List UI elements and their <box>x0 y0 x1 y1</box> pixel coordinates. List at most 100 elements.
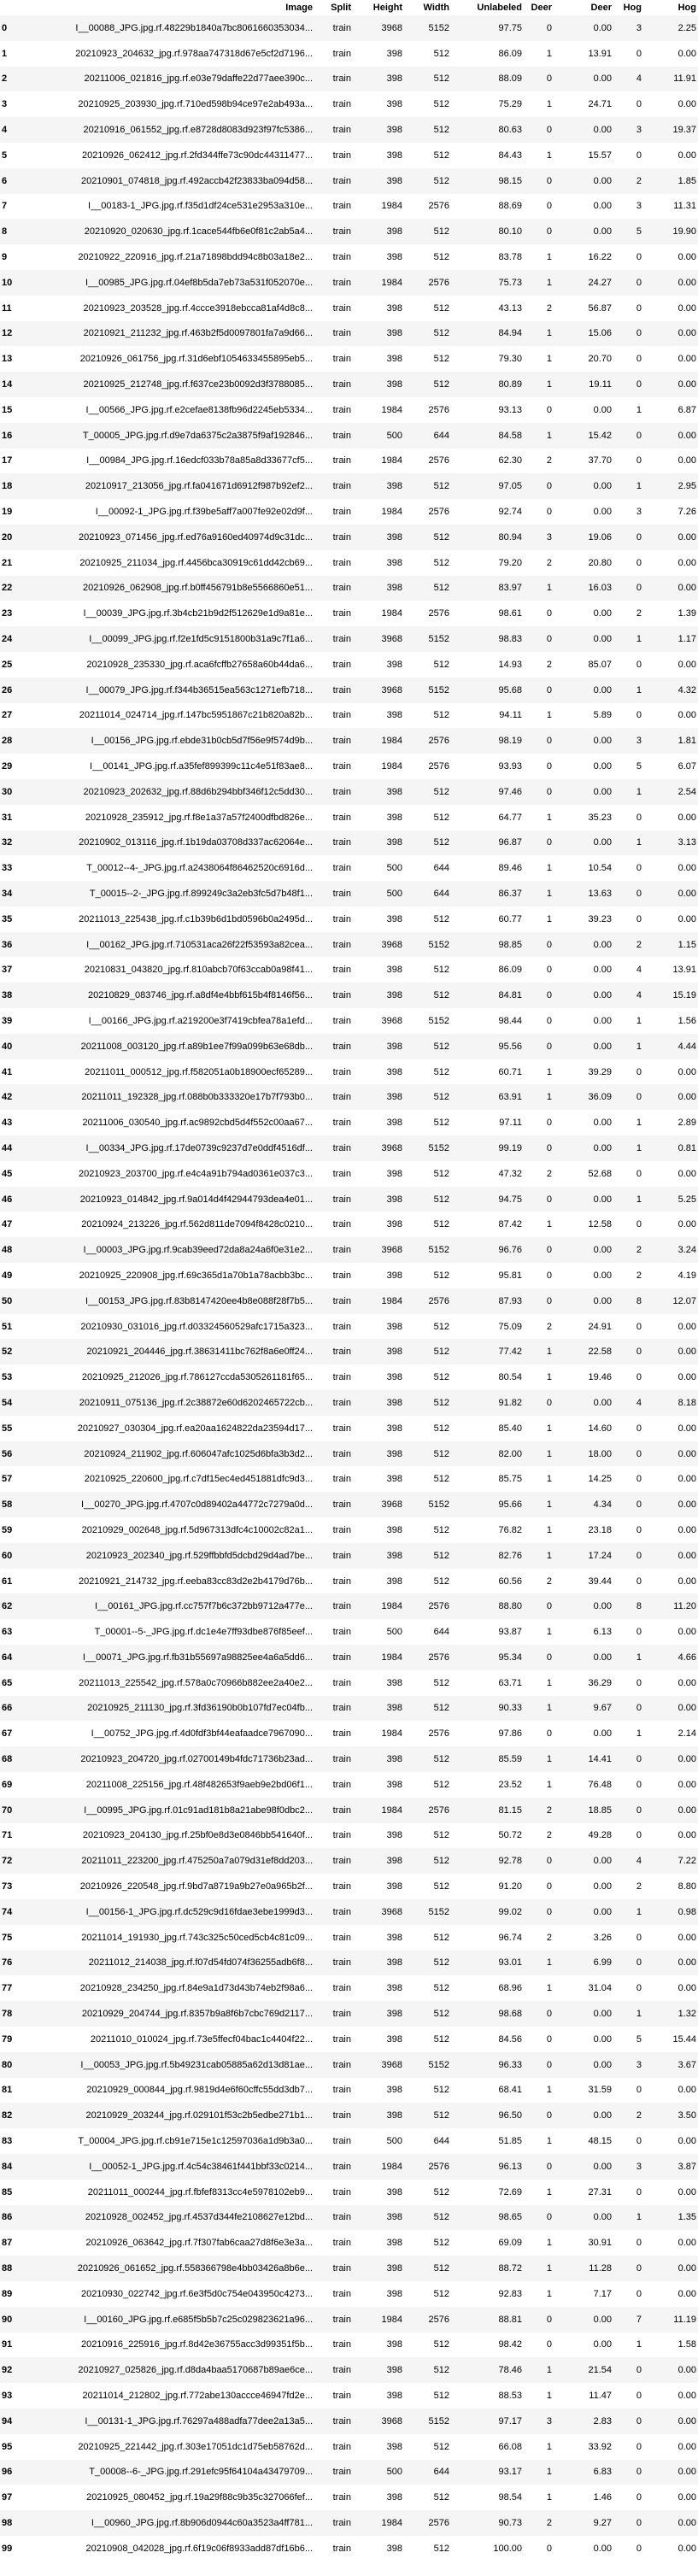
table-row: 71 20210923_204130_jpg.rf.25bf0e8d3e0846b… <box>0 1823 698 1849</box>
table-cell: 3968 <box>381 1499 402 1511</box>
table-cell: 2576 <box>428 1601 449 1612</box>
table-cell: 0.00 <box>677 2517 696 2528</box>
table-cell: 1 <box>546 2365 552 2376</box>
table-cell: 18.85 <box>588 1804 612 1816</box>
table-cell: train <box>332 2543 351 2554</box>
table-row: 51 20210930_031016_jpg.rf.d03324560529afc… <box>0 1314 698 1340</box>
table-cell: 98 <box>2 2517 13 2528</box>
table-cell: 94 <box>2 2415 13 2426</box>
table-cell: train <box>332 1270 351 1281</box>
table-cell: 3.67 <box>677 2059 696 2070</box>
table-cell: 84.58 <box>498 430 522 441</box>
table-cell: 0 <box>546 2110 552 2121</box>
table-cell: train <box>332 125 351 136</box>
table-cell: 3 <box>636 507 642 518</box>
table-cell: 398 <box>386 302 402 314</box>
table-body: 0 I__00088_JPG.jpg.rf.48229b1840a7bc80616… <box>0 15 698 2561</box>
table-cell: 0.00 <box>677 2415 696 2426</box>
table-cell: 2576 <box>428 277 449 288</box>
table-cell: 84.94 <box>498 328 522 339</box>
table-cell: 24.71 <box>588 99 612 110</box>
table-cell: 2576 <box>428 608 449 619</box>
table-cell: 0.00 <box>593 1397 612 1408</box>
table-cell: 75.09 <box>498 1321 522 1332</box>
table-row: 20 20210923_071456_jpg.rf.ed76a9160ed4097… <box>0 524 698 550</box>
table-cell: 33 <box>2 863 13 874</box>
table-cell: train <box>332 1856 351 1867</box>
table-cell: 0 <box>546 939 552 950</box>
table-cell: 75.73 <box>498 277 522 288</box>
table-cell: 1 <box>636 1906 642 1917</box>
table-cell: train <box>332 2110 351 2121</box>
table-cell: train <box>332 2365 351 2376</box>
table-cell: 398 <box>386 2212 402 2223</box>
table-cell: 398 <box>386 710 402 721</box>
table-cell: 0 <box>546 2314 552 2325</box>
table-cell: train <box>332 2186 351 2198</box>
table-cell: train <box>332 328 351 339</box>
table-cell: 1 <box>546 252 552 263</box>
table-cell: 20210929_204744_jpg.rf.8357b9a8f6b7cbc76… <box>81 2009 313 2020</box>
table-cell: 66 <box>2 1703 13 1714</box>
table-cell: 1 <box>546 812 552 823</box>
table-cell: 0 <box>636 328 642 339</box>
table-cell: 1 <box>636 684 642 695</box>
table-cell: 0 <box>636 888 642 899</box>
table-cell: 398 <box>386 328 402 339</box>
table-cell: 47 <box>2 1219 13 1230</box>
table-cell: 12.58 <box>588 1219 612 1230</box>
table-cell: 2 <box>636 1881 642 1892</box>
table-cell: 94.75 <box>498 1194 522 1205</box>
table-cell: 512 <box>433 2263 449 2274</box>
table-cell: 2 <box>546 455 552 466</box>
table-cell: 512 <box>433 1219 449 1230</box>
table-cell: 69.09 <box>498 2238 522 2249</box>
table-cell: 97.86 <box>498 1728 522 1740</box>
table-cell: 644 <box>433 2136 449 2147</box>
table-cell: 1 <box>636 1194 642 1205</box>
table-cell: 512 <box>433 99 449 110</box>
table-cell: train <box>332 2136 351 2147</box>
table-cell: 512 <box>433 175 449 186</box>
table-cell: 98.54 <box>498 2492 522 2503</box>
table-cell: 0 <box>636 1804 642 1816</box>
table-cell: 8 <box>636 1295 642 1306</box>
table-cell: 398 <box>386 1881 402 1892</box>
table-row: 95 20210925_221442_jpg.rf.303e17051dc1d75… <box>0 2434 698 2460</box>
table-cell: 20210831_043820_jpg.rf.810abcb70f63ccab0… <box>84 965 313 976</box>
table-cell: 22 <box>2 583 13 594</box>
table-cell: 72.69 <box>498 2186 522 2198</box>
table-cell: 39.44 <box>588 1576 612 1587</box>
column-header: Deer <box>590 3 612 13</box>
table-cell: 20210923_202632_jpg.rf.88d6b294bbf346f12… <box>83 786 313 797</box>
table-cell: 0.00 <box>677 1677 696 1688</box>
table-cell: 32 <box>2 837 13 848</box>
table-cell: 1984 <box>381 761 402 772</box>
table-cell: 20210923_203700_jpg.rf.e4c4a91b794ad0361… <box>78 1168 313 1179</box>
table-cell: 21.54 <box>588 2365 612 2376</box>
table-cell: 398 <box>386 2543 402 2554</box>
table-cell: 68 <box>2 1754 13 1765</box>
table-cell: 88.53 <box>498 2391 522 2401</box>
table-cell: 39 <box>2 1015 13 1026</box>
table-cell: train <box>332 684 351 695</box>
table-cell: 512 <box>433 1347 449 1358</box>
table-cell: 398 <box>386 48 402 59</box>
table-cell: 99 <box>2 2543 13 2554</box>
table-cell: 3.50 <box>677 2110 696 2121</box>
table-cell: 0.00 <box>677 2543 696 2554</box>
table-cell: 20210923_204720_jpg.rf.02700149b4fdc7173… <box>80 1754 313 1765</box>
table-cell: 20210928_002452_jpg.rf.4537d344fe2108627… <box>85 2212 313 2223</box>
table-cell: 40 <box>2 1041 13 1052</box>
table-cell: I__00566_JPG.jpg.rf.e2cefae8138fb96d2245… <box>85 404 313 415</box>
table-cell: 12.07 <box>672 1295 696 1306</box>
table-cell: 2576 <box>428 2314 449 2325</box>
table-cell: 46 <box>2 1194 13 1205</box>
table-cell: train <box>332 1321 351 1332</box>
table-cell: 0.00 <box>677 302 696 314</box>
table-cell: 85.59 <box>498 1754 522 1765</box>
table-cell: 1 <box>546 863 552 874</box>
table-cell: 3 <box>636 22 642 33</box>
table-cell: 0 <box>546 1397 552 1408</box>
table-row: 90 I__00160_JPG.jpg.rf.e685f5b5b7c25c0298… <box>0 2306 698 2332</box>
